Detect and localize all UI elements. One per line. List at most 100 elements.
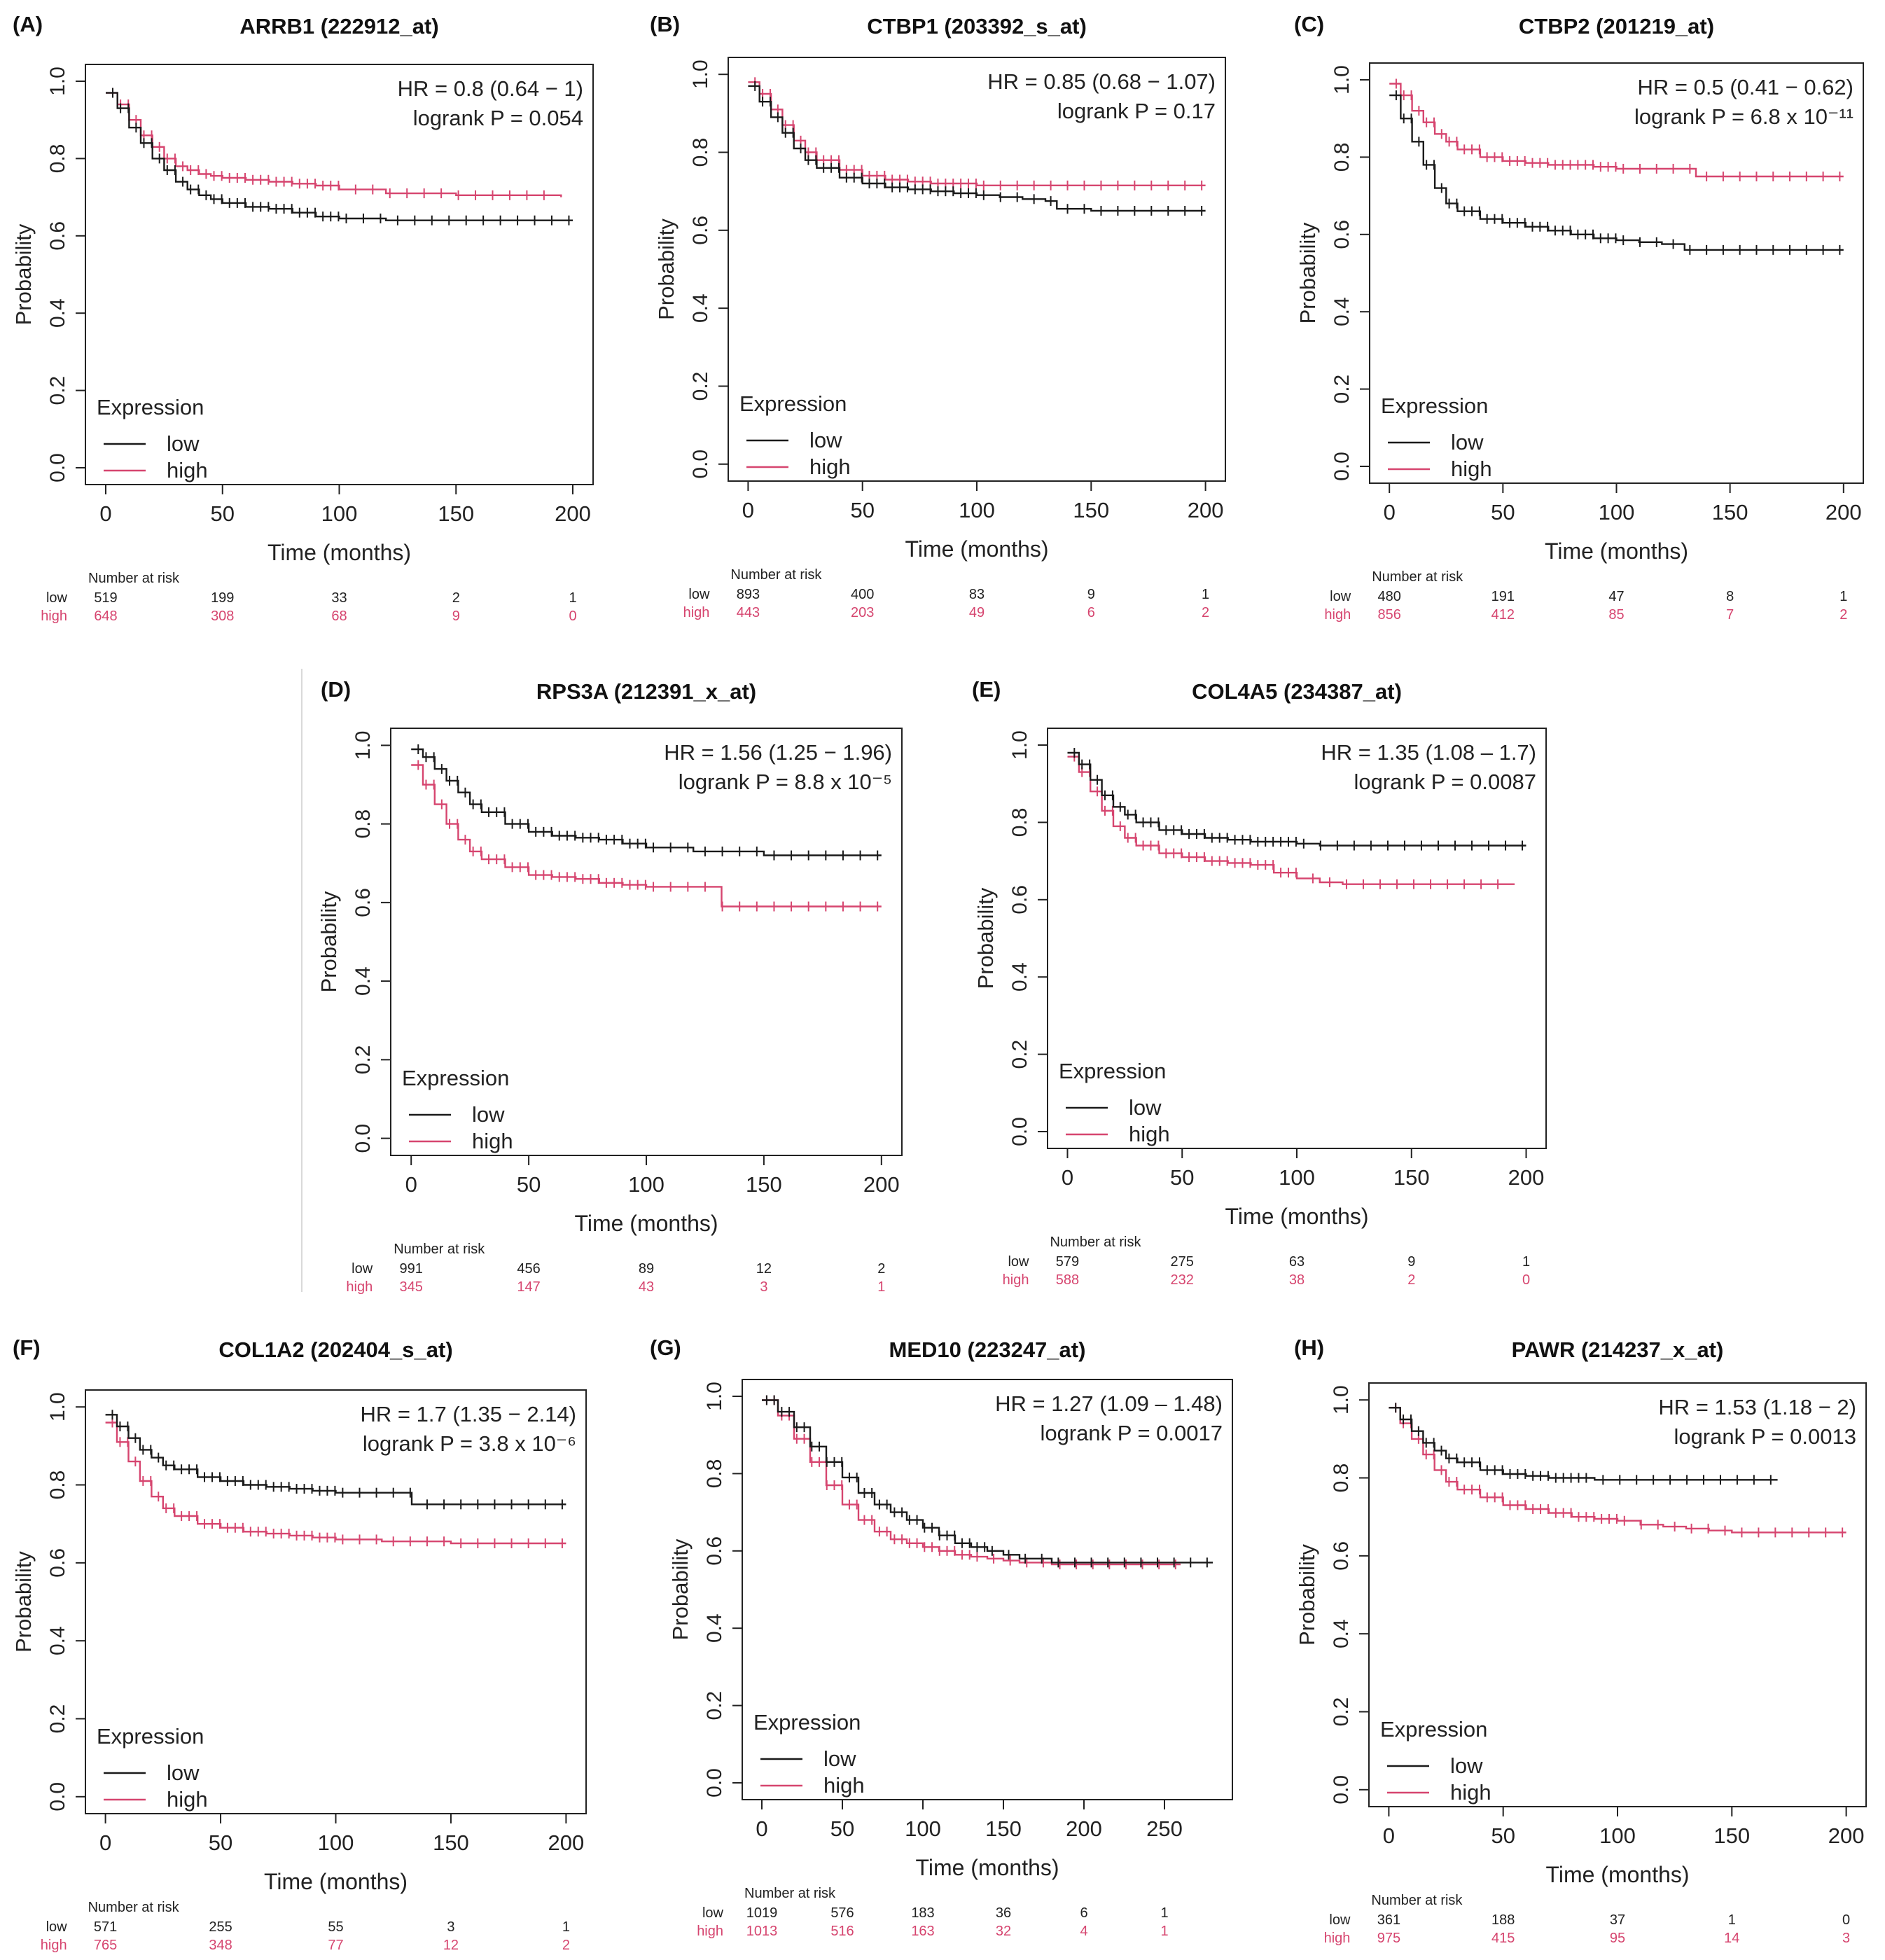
x-tick-label: 150 [433,1830,469,1855]
number-at-risk-heading: Number at risk [1372,569,1463,585]
risk-value-low: 37 [1610,1912,1625,1928]
risk-value-low: 1 [1160,1905,1168,1921]
risk-row-label-high: high [41,609,67,624]
hr-text: HR = 0.85 (0.68 − 1.07) [987,69,1216,94]
chart-title: COL4A5 (234387_at) [1192,679,1402,704]
risk-value-low: 571 [94,1919,117,1935]
x-tick-label: 100 [628,1172,665,1197]
risk-value-high: 32 [996,1924,1011,1939]
risk-value-high: 0 [1522,1272,1530,1288]
risk-value-low: 0 [1842,1912,1850,1928]
curve-low [1389,1407,1778,1481]
risk-value-low: 12 [756,1261,772,1277]
legend-title: Expression [1380,1717,1487,1742]
y-tick-label: 0.6 [1008,885,1031,915]
risk-value-low: 519 [94,590,117,606]
y-tick-label: 0.4 [46,1626,69,1655]
x-tick-label: 100 [959,498,995,522]
panel-label: (C) [1294,12,1324,36]
x-axis-label: Time (months) [1545,1862,1689,1887]
y-tick-label: 1.0 [352,731,375,760]
risk-value-high: 43 [639,1279,654,1295]
risk-value-low: 89 [639,1261,654,1277]
x-tick-label: 50 [209,1830,232,1855]
risk-value-high: 856 [1378,607,1401,623]
risk-value-low: 47 [1608,589,1624,604]
risk-value-high: 147 [517,1279,540,1295]
x-tick-label: 200 [1825,500,1862,524]
legend-label-low: low [167,431,200,456]
legend-label-high: high [472,1129,513,1153]
x-tick-label: 200 [1828,1823,1865,1848]
y-tick-label: 0.0 [46,453,69,482]
y-tick-label: 0.2 [1330,1697,1353,1727]
legend-label-low: low [167,1760,200,1785]
curve-low [748,85,1206,212]
risk-row-label-low: low [1329,1912,1351,1928]
risk-value-high: 345 [400,1279,423,1295]
y-axis-label: Probability [973,887,998,989]
risk-value-high: 68 [331,609,347,624]
risk-value-high: 443 [737,605,760,620]
risk-value-low: 576 [830,1905,854,1921]
risk-value-low: 1 [1728,1912,1736,1928]
y-tick-label: 0.4 [703,1613,726,1643]
y-tick-label: 0.0 [1330,1775,1353,1805]
risk-value-high: 0 [569,609,576,624]
risk-row-label-low: low [1008,1254,1029,1270]
km-panel-7: (H) PAWR (214237_x_at) 0.0 0.2 0.4 0.6 0.8 1.0 P… [1294,1335,1867,1946]
risk-row-label-high: high [683,605,710,620]
legend-label-low: low [1451,430,1484,454]
curve-high [1389,83,1844,178]
risk-value-low: 63 [1289,1254,1305,1270]
y-tick-label: 0.4 [1008,962,1031,992]
risk-value-low: 55 [328,1919,343,1935]
x-axis-label: Time (months) [1545,538,1688,564]
curve-high [411,764,882,908]
y-axis-label: Probability [668,1538,693,1640]
risk-value-high: 765 [94,1938,117,1953]
risk-value-high: 163 [911,1924,934,1939]
risk-row-label-low: low [1330,589,1351,604]
panel-label: (A) [13,12,43,36]
hr-text: HR = 1.7 (1.35 − 2.14) [361,1402,576,1426]
risk-row-label-low: low [46,590,68,606]
risk-value-low: 1 [1522,1254,1530,1270]
x-tick-label: 150 [438,501,474,526]
legend-title: Expression [739,391,847,416]
y-tick-label: 1.0 [689,60,712,89]
risk-value-low: 400 [851,587,874,602]
risk-value-low: 36 [996,1905,1011,1921]
hr-text: HR = 1.53 (1.18 − 2) [1658,1395,1856,1419]
risk-value-high: 6 [1087,605,1095,620]
risk-row-label-high: high [1003,1272,1029,1288]
risk-value-high: 1013 [746,1924,778,1939]
risk-value-high: 95 [1610,1931,1625,1946]
logrank-text: logrank P = 0.17 [1057,99,1216,123]
risk-row-label-high: high [697,1924,723,1939]
panel-label: (F) [13,1335,41,1360]
risk-value-low: 191 [1491,589,1515,604]
risk-value-low: 480 [1378,589,1401,604]
x-tick-label: 100 [318,1830,354,1855]
risk-value-low: 199 [211,590,234,606]
x-tick-label: 100 [321,501,358,526]
y-tick-label: 0.4 [352,966,375,996]
legend-title: Expression [1059,1059,1166,1083]
km-panel-3: (D) RPS3A (212391_x_at) 0.0 0.2 0.4 0.6 0.8 1.0… [317,677,903,1295]
risk-value-high: 85 [1608,607,1624,623]
risk-value-high: 2 [1407,1272,1415,1288]
risk-value-high: 516 [830,1924,854,1939]
x-tick-label: 0 [405,1172,417,1197]
legend-label-high: high [823,1773,865,1798]
y-tick-label: 0.8 [352,809,375,839]
legend-label-low: low [1450,1753,1483,1778]
x-tick-label: 50 [211,501,235,526]
x-tick-label: 150 [1712,500,1748,524]
y-tick-label: 1.0 [1330,1385,1353,1415]
x-tick-label: 100 [1279,1165,1315,1190]
risk-value-high: 2 [1202,605,1209,620]
hr-text: HR = 0.8 (0.64 − 1) [398,76,583,101]
risk-value-high: 4 [1080,1924,1087,1939]
